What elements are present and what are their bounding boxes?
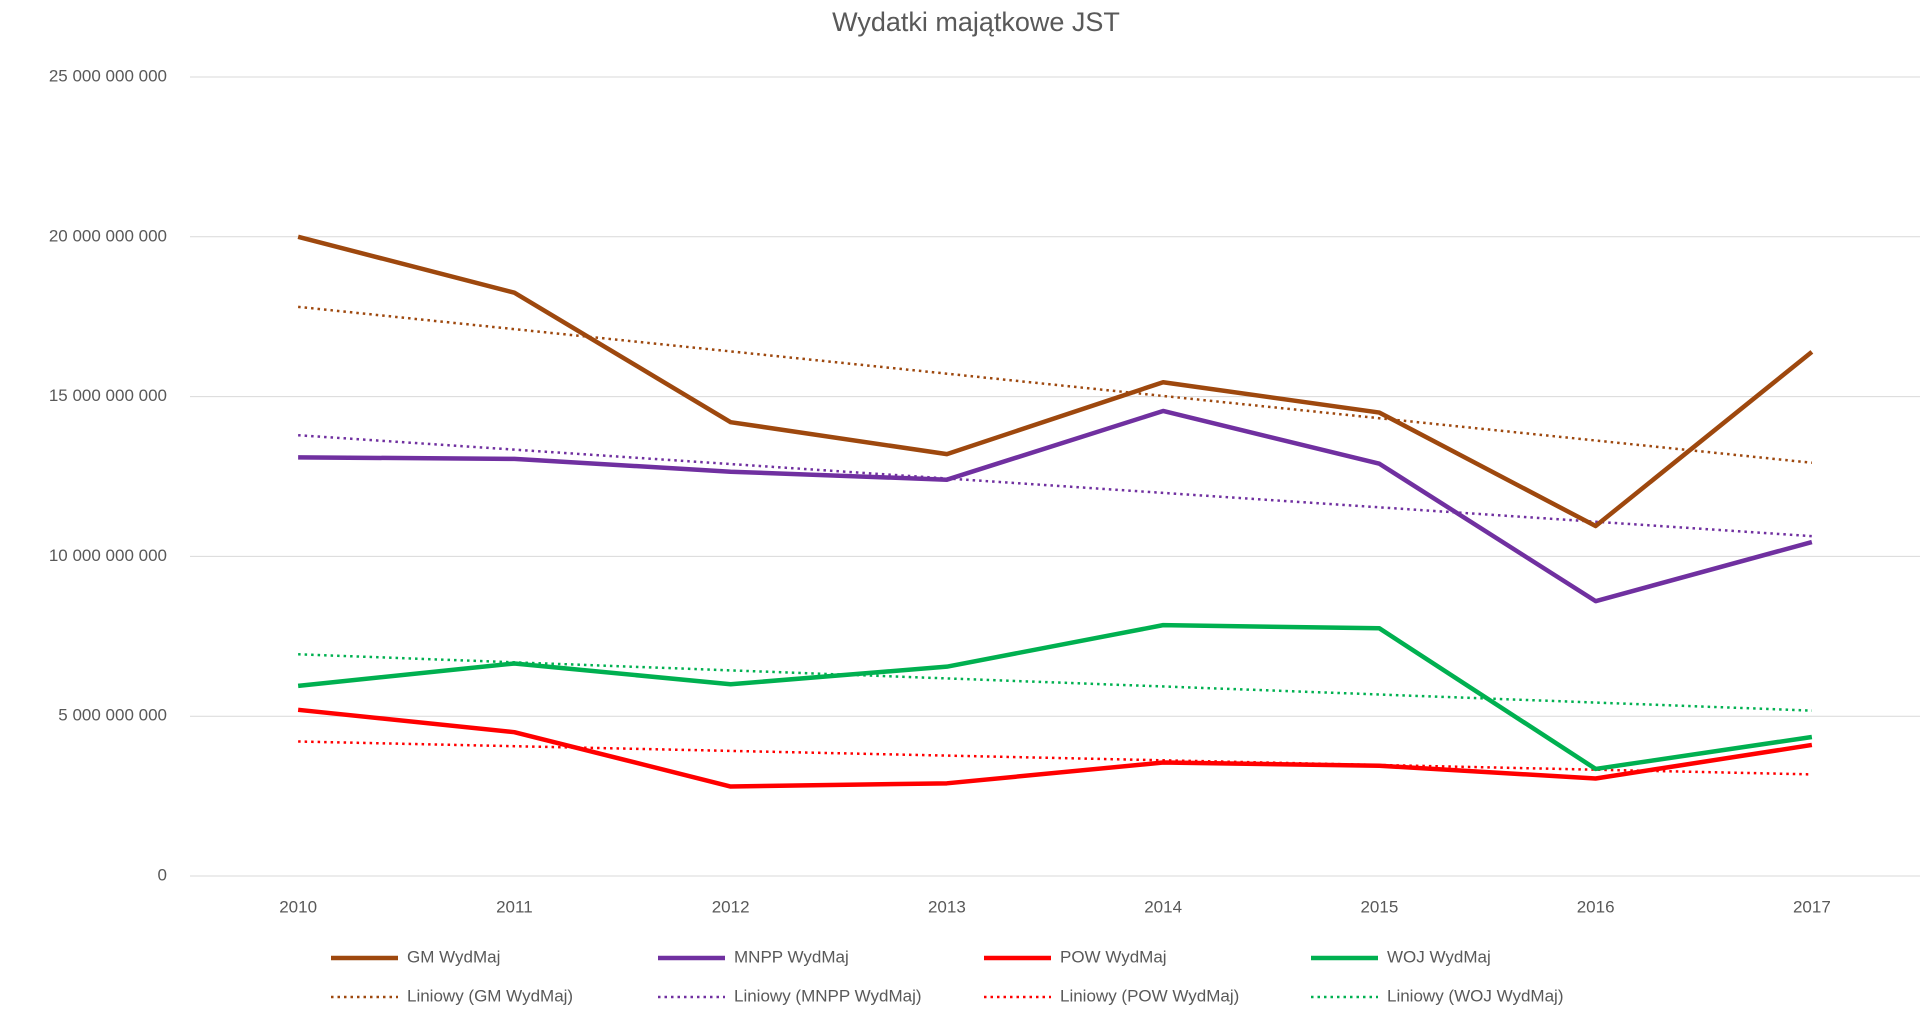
legend-label: Liniowy (MNPP WydMaj)	[734, 986, 922, 1005]
trendline	[298, 653, 1812, 712]
x-tick-label: 2017	[1793, 897, 1831, 916]
series-line	[297, 622, 1813, 772]
chart-title: Wydatki majątkowe JST	[832, 7, 1120, 37]
legend-label: WOJ WydMaj	[1387, 947, 1491, 966]
x-tick-label: 2015	[1360, 897, 1398, 916]
legend-label: GM WydMaj	[407, 947, 500, 966]
legend-label: Liniowy (WOJ WydMaj)	[1387, 986, 1563, 1005]
series-line	[297, 707, 1813, 789]
y-tick-label: 25 000 000 000	[49, 66, 167, 85]
x-tick-label: 2014	[1144, 897, 1182, 916]
y-tick-label: 20 000 000 000	[49, 226, 167, 245]
x-tick-label: 2010	[279, 897, 317, 916]
legend-label: Liniowy (POW WydMaj)	[1060, 986, 1239, 1005]
x-tick-label: 2013	[928, 897, 966, 916]
legend-label: POW WydMaj	[1060, 947, 1167, 966]
y-tick-label: 0	[158, 865, 167, 884]
series-line	[298, 408, 1813, 604]
trendline	[298, 740, 1812, 776]
y-tick-label: 10 000 000 000	[49, 546, 167, 565]
x-tick-label: 2012	[712, 897, 750, 916]
y-tick-label: 5 000 000 000	[58, 706, 167, 725]
x-tick-label: 2016	[1577, 897, 1615, 916]
trendline	[297, 305, 1813, 465]
legend-label: MNPP WydMaj	[734, 947, 849, 966]
x-tick-label: 2011	[496, 897, 533, 916]
series-line	[297, 234, 1814, 529]
y-tick-label: 15 000 000 000	[49, 386, 167, 405]
legend-label: Liniowy (GM WydMaj)	[407, 986, 573, 1005]
